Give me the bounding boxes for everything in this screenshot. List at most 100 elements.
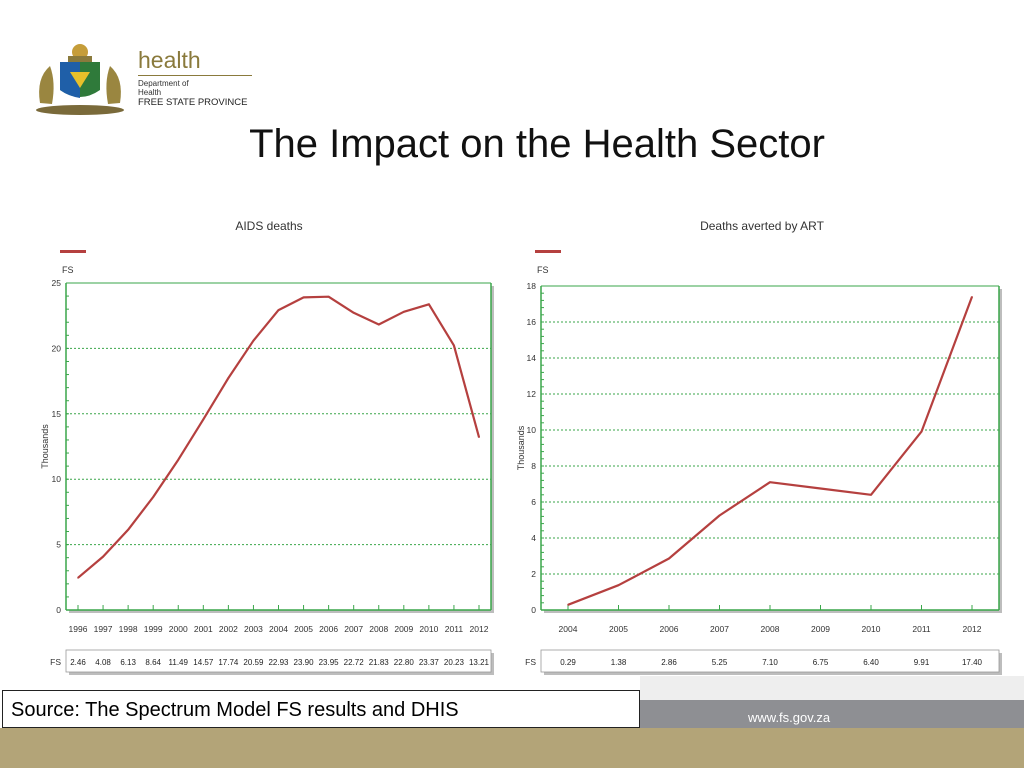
chart-0-table-cell: 13.21	[469, 658, 490, 667]
footer-url[interactable]: www.fs.gov.za	[748, 710, 831, 725]
chart-0-data-point	[102, 555, 104, 558]
chart-1-data-point	[870, 494, 872, 496]
chart-1-data-point	[769, 481, 771, 484]
chart-1-ytick-label: 18	[527, 281, 537, 291]
aids-deaths-chart: AIDS deaths FS 0 5 10 15 20 25 Thousands 1996 1997…	[36, 210, 498, 680]
chart-1-table-cell: 6.75	[813, 658, 829, 667]
chart-0-table-cell: 17.74	[218, 658, 239, 667]
chart-0-xtick-label: 2012	[470, 624, 489, 634]
chart-0-xtick-label: 2008	[369, 624, 388, 634]
chart-0-ytick-label: 0	[56, 605, 61, 615]
chart-0-title: AIDS deaths	[235, 219, 302, 233]
chart-0-legend-swatch	[60, 250, 86, 253]
logo-divider	[138, 75, 252, 76]
chart-0-table-cell: 22.72	[344, 658, 365, 667]
chart-1-data-point	[971, 296, 973, 298]
chart-0-table-cell: 20.23	[444, 658, 465, 667]
chart-0-data-point	[277, 309, 280, 311]
chart-0-data-point	[177, 458, 180, 461]
chart-1-data-point	[668, 557, 670, 560]
chart-1-title: Deaths averted by ART	[700, 219, 825, 233]
chart-1-table-cell: 6.40	[863, 658, 879, 667]
chart-0-table-cell: 2.46	[70, 658, 86, 667]
chart-1-ytick-label: 16	[527, 317, 537, 327]
chart-0-ylabel: Thousands	[40, 424, 50, 469]
chart-0-table-cell: 8.64	[145, 658, 161, 667]
chart-1-ytick-label: 10	[527, 425, 537, 435]
chart-0-table-cell: 23.95	[319, 658, 340, 667]
chart-0-table-cell: 6.13	[120, 658, 136, 667]
chart-1-data-point	[920, 430, 923, 433]
chart-0-xtick-label: 1996	[69, 624, 88, 634]
chart-0-table-cell: 23.37	[419, 658, 440, 667]
chart-0-data-table	[65, 649, 492, 673]
chart-0-xtick-label: 2002	[219, 624, 238, 634]
chart-0-data-point	[77, 577, 79, 579]
chart-1-table-cell: 9.91	[914, 658, 930, 667]
chart-0-ytick-label: 5	[56, 540, 61, 550]
chart-0-data-point	[327, 295, 330, 298]
chart-0-xtick-label: 1997	[94, 624, 113, 634]
chart-0-data-point	[302, 296, 305, 299]
chart-0-ytick-label: 20	[52, 343, 62, 353]
chart-0-xtick-label: 2007	[344, 624, 363, 634]
chart-0-ytick-label: 25	[52, 278, 62, 288]
chart-0-xtick-label: 2004	[269, 624, 288, 634]
chart-0-data-point	[428, 303, 430, 306]
chart-1-xtick-label: 2010	[862, 624, 881, 634]
chart-1-table-cell: 17.40	[962, 658, 983, 667]
chart-1-xtick-label: 2006	[660, 624, 679, 634]
chart-0-data-point	[352, 312, 355, 314]
chart-1-ytick-label: 8	[531, 461, 536, 471]
chart-1-table-cell: 5.25	[712, 658, 728, 667]
chart-1-plot-area	[541, 286, 999, 610]
chart-1-series-label: FS	[537, 265, 549, 275]
chart-0-table-cell: 21.83	[369, 658, 390, 667]
chart-0-data-point	[377, 323, 380, 326]
chart-0-ytick-label: 15	[52, 409, 62, 419]
chart-1-xtick-label: 2011	[912, 624, 931, 634]
chart-0-table-cell: 22.93	[268, 658, 289, 667]
chart-0-xtick-label: 1998	[119, 624, 138, 634]
chart-0-table-cell: 22.80	[394, 658, 415, 667]
chart-0-xtick-label: 2010	[419, 624, 438, 634]
coat-of-arms-icon	[36, 44, 124, 115]
chart-1-ytick-label: 0	[531, 605, 536, 615]
chart-0-series-label: FS	[62, 265, 74, 275]
chart-1-xtick-label: 2007	[710, 624, 729, 634]
deaths-averted-chart-svg: Deaths averted by ART FS 0 2 4 6 8 10 12 14 16 18 Th…	[516, 219, 1002, 675]
chart-0-data-point	[453, 344, 455, 347]
chart-0-ytick-label: 10	[52, 474, 62, 484]
aids-deaths-chart-svg: AIDS deaths FS 0 5 10 15 20 25 Thousands 1996 1997…	[40, 219, 494, 675]
free-state-health-logo: health Department of Health FREE STATE P…	[30, 38, 260, 118]
chart-1-table-cell: 1.38	[611, 658, 627, 667]
chart-0-data-point	[252, 339, 255, 342]
chart-1-ylabel: Thousands	[516, 425, 526, 470]
chart-0-xtick-label: 2011	[445, 624, 464, 634]
chart-1-ytick-label: 14	[527, 353, 537, 363]
chart-0-xtick-label: 1999	[144, 624, 163, 634]
chart-0-data-point	[403, 310, 405, 313]
chart-0-plot-area	[66, 283, 491, 610]
chart-0-xtick-label: 2006	[319, 624, 338, 634]
chart-1-table-cell: 0.29	[560, 658, 576, 667]
chart-1-data-table	[540, 649, 1000, 673]
chart-1-xtick-label: 2008	[761, 624, 780, 634]
chart-1-xtick-label: 2009	[811, 624, 830, 634]
chart-0-xtick-label: 2005	[294, 624, 313, 634]
chart-0-data-point	[478, 436, 480, 439]
chart-1-table-cell: 7.10	[762, 658, 778, 667]
logo-department-line2: Health	[138, 88, 162, 97]
chart-1-xtick-label: 2005	[609, 624, 628, 634]
chart-1-ytick-label: 4	[531, 533, 536, 543]
chart-0-table-cell: 14.57	[193, 658, 214, 667]
chart-0-table-cell: 4.08	[95, 658, 111, 667]
chart-1-data-point	[567, 603, 569, 606]
chart-1-xtick-label: 2004	[559, 624, 578, 634]
logo-health-word: health	[138, 47, 201, 73]
chart-1-table-cell: 2.86	[661, 658, 677, 667]
chart-0-data-point	[202, 418, 205, 421]
chart-0-data-point	[127, 529, 129, 531]
source-note: Source: The Spectrum Model FS results an…	[2, 690, 640, 728]
logo-province: FREE STATE PROVINCE	[138, 97, 248, 108]
